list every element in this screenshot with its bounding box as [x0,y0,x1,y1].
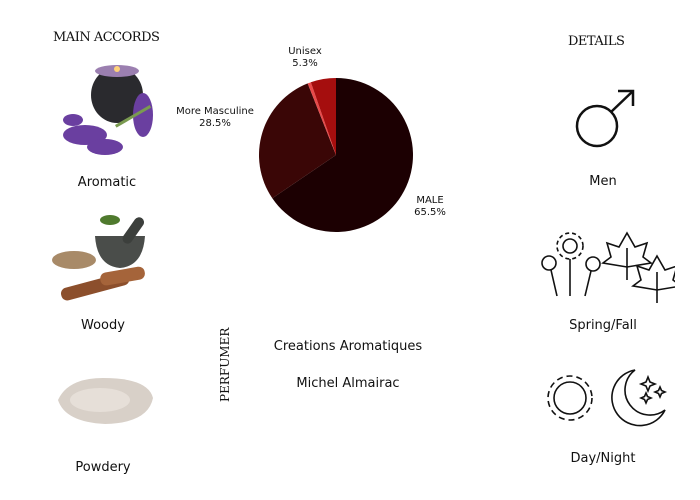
main-accords-title: MAIN ACCORDS [53,30,160,45]
accord-label-aromatic: Aromatic [77,175,137,190]
candle-lavender-icon [63,65,153,155]
details-title: DETAILS [568,34,625,49]
pie-slice-more-masculine [259,83,336,199]
pie-label-more-masculine: More Masculine 28.5% [176,106,254,129]
pie-slice-male [272,78,414,233]
pie-label-unisex: Unisex 5.3% [288,46,322,69]
pie-label-male: MALE 65.5% [414,195,446,218]
mortar-wood-icon [52,215,145,301]
detail-label-men: Men [589,174,617,189]
detail-label-day-night: Day/Night [570,451,636,466]
accord-label-woody: Woody [81,318,125,333]
perfumer-title: PERFUMER [218,327,232,402]
flowers-leaves-icon [541,231,675,303]
perfumer-house: Creations Aromatiques [273,339,423,354]
pie-slice-unisex [310,78,336,155]
perfumer-name: Michel Almairac [296,376,400,391]
male-symbol-icon [575,89,635,148]
sun-moon-icon [547,369,668,427]
accord-label-powdery: Powdery [75,460,131,475]
pie-slice-unlabeled [307,82,336,155]
powder-icon [58,378,153,424]
detail-label-spring-fall: Spring/Fall [569,318,637,333]
